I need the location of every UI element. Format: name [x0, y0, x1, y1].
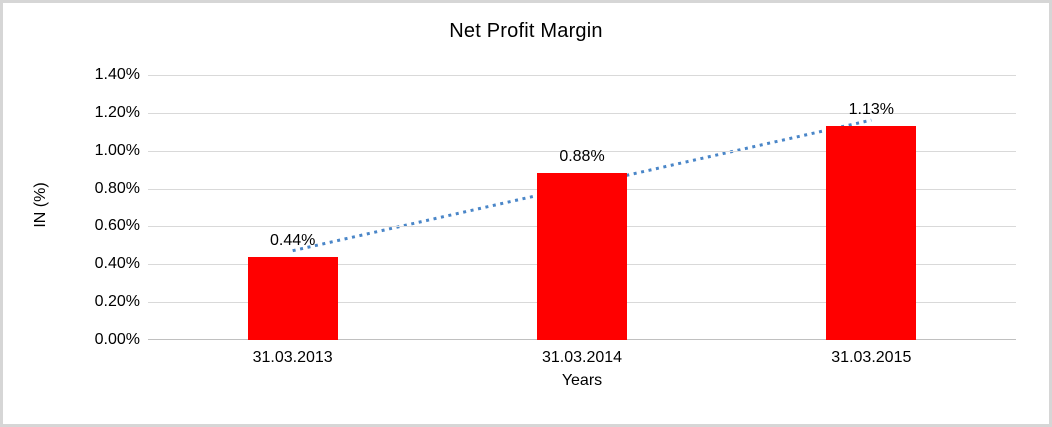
y-tick-label: 1.00%: [94, 141, 140, 159]
y-tick-label: 0.20%: [94, 293, 140, 311]
gridline: [148, 75, 1016, 76]
y-tick-label: 0.60%: [94, 217, 140, 235]
bar-data-label: 0.88%: [559, 148, 605, 166]
gridline: [148, 150, 1016, 152]
x-tick-label: 31.03.2014: [541, 349, 623, 366]
bar-data-label: 0.44%: [269, 231, 316, 249]
gridline: [148, 112, 1016, 114]
bar: [247, 256, 338, 340]
y-tick-label: 1.40%: [94, 66, 140, 83]
bar: [826, 126, 917, 340]
x-tick-label: 31.03.2013: [252, 349, 333, 366]
plot-area: 0.44% 0.88% 1.13%: [148, 75, 1016, 340]
bar: [537, 173, 627, 340]
x-axis-title: Years: [561, 372, 603, 389]
chart-title: Net Profit Margin: [449, 20, 603, 42]
y-tick-label: 1.20%: [94, 103, 140, 121]
y-tick-label: 0.80%: [94, 179, 140, 197]
bar-data-label: 1.13%: [848, 101, 895, 119]
x-tick-label: 31.03.2015: [831, 349, 912, 366]
y-tick-label: 0.00%: [94, 331, 140, 348]
y-tick-label: 0.40%: [94, 255, 140, 273]
